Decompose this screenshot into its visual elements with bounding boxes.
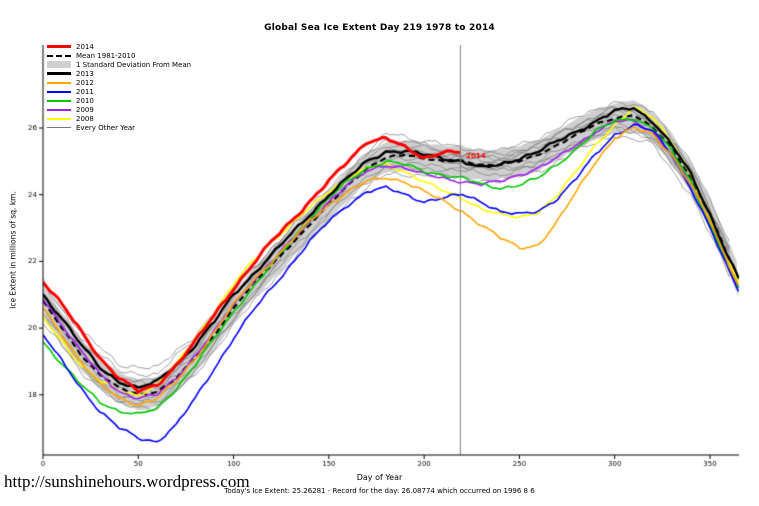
legend-line-swatch: [47, 127, 71, 128]
caption-today-extent: Today's Ice Extent: 25.26281 - Record fo…: [224, 487, 535, 495]
legend-item-2008: 2008: [47, 114, 191, 123]
legend-label: 2014: [76, 42, 94, 51]
legend-item-every-other-year: Every Other Year: [47, 123, 191, 132]
legend-line-swatch: [47, 108, 71, 111]
legend-item-mean-1981-2010: Mean 1981-2010: [47, 51, 191, 60]
x-axis-label: Day of Year: [356, 473, 403, 482]
legend-label: 1 Standard Deviation From Mean: [76, 60, 192, 69]
y-axis-label: Ice Extent in millions of sq. km.: [8, 191, 18, 309]
legend-item-1-standard-deviation-from-mean: 1 Standard Deviation From Mean: [47, 60, 191, 69]
legend-item-2009: 2009: [47, 105, 191, 114]
legend-item-2014: 2014: [47, 42, 191, 51]
chart-legend: 2014 Mean 1981-2010 1 Standard Deviation F…: [47, 42, 191, 132]
legend-line-swatch: [47, 81, 71, 84]
legend-line-swatch: [47, 54, 71, 57]
legend-label: 2012: [76, 78, 94, 87]
legend-line-swatch: [47, 90, 71, 93]
legend-item-2013: 2013: [47, 69, 191, 78]
legend-line-swatch: [47, 117, 71, 120]
legend-label: 2010: [76, 96, 94, 105]
site-url-link[interactable]: http://sunshinehours.wordpress.com: [4, 472, 250, 491]
legend-item-2011: 2011: [47, 87, 191, 96]
chart-title: Global Sea Ice Extent Day 219 1978 to 20…: [264, 23, 495, 33]
legend-box-swatch: [47, 61, 71, 68]
legend-label: 2011: [76, 87, 94, 96]
legend-line-swatch: [47, 72, 71, 75]
legend-label: 2009: [76, 105, 94, 114]
legend-label: Every Other Year: [76, 123, 136, 132]
legend-line-swatch: [47, 99, 71, 102]
legend-item-2012: 2012: [47, 78, 191, 87]
legend-item-2010: 2010: [47, 96, 191, 105]
legend-label: 2008: [76, 114, 94, 123]
legend-label: Mean 1981-2010: [76, 51, 136, 60]
legend-line-swatch: [47, 45, 71, 48]
legend-label: 2013: [76, 69, 94, 78]
